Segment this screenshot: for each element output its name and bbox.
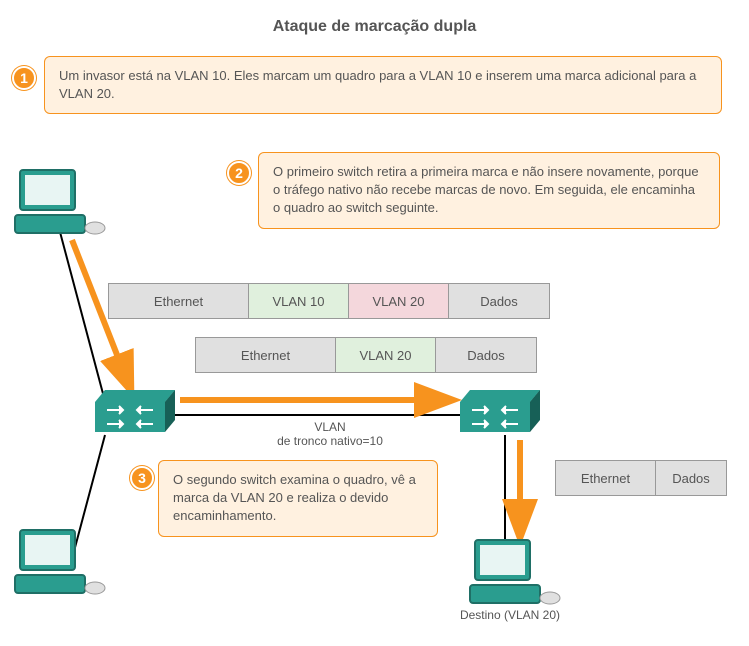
- switch-1-icon: [95, 390, 175, 432]
- pc-attacker-icon: [15, 170, 105, 234]
- switch-2-icon: [460, 390, 540, 432]
- diagram-svg: [0, 0, 749, 646]
- link-pc2-switch1: [73, 435, 105, 555]
- pc-destination-icon: [470, 540, 560, 604]
- arrow-pc1-switch1: [72, 240, 130, 388]
- pc-bottom-left-icon: [15, 530, 105, 594]
